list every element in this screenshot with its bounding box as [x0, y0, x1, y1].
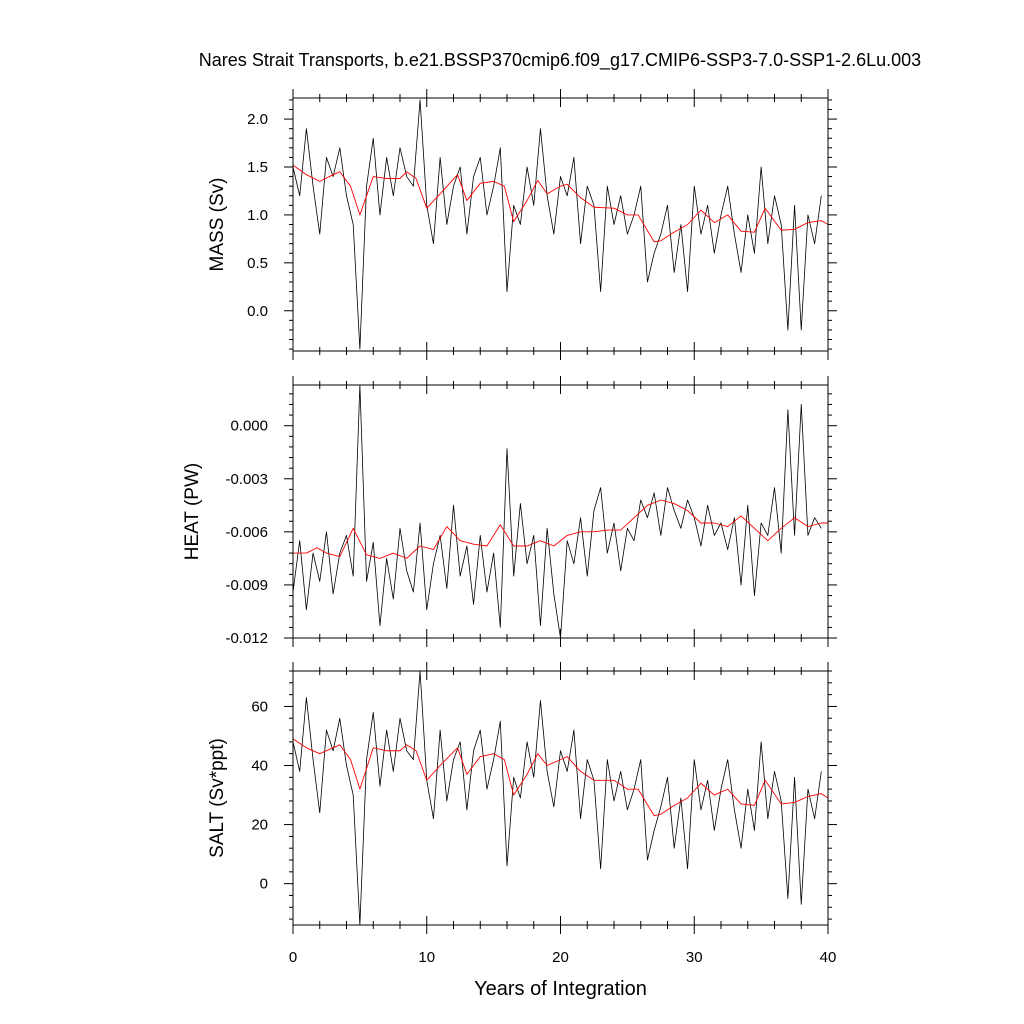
panel-1-ylabel: MASS (Sv) [207, 178, 228, 272]
panel-2-ytick-label: -0.003 [225, 471, 268, 488]
panel-1-ytick-label: 0.0 [247, 303, 268, 320]
panel-3-series-raw-line [292, 670, 822, 926]
panel-1-series-smooth-line [292, 164, 829, 243]
panel-2-series-raw-line [292, 384, 822, 639]
panel-3-series-smooth-line [292, 738, 829, 817]
panel-3-ytick-label: 20 [251, 817, 268, 834]
panel-3-xlabel: Years of Integration [474, 978, 647, 1000]
panel-2-ytick-label: -0.006 [225, 524, 268, 541]
panel-3-xtick-label: 20 [552, 949, 569, 966]
panel-3-ylabel: SALT (Sv*ppt) [207, 738, 228, 858]
panel-2-ylabel: HEAT (PW) [182, 463, 203, 560]
panel-3-xtick-label: 0 [289, 949, 297, 966]
panel-3-ytick-label: 60 [251, 698, 268, 715]
panel-2-ytick-label: -0.009 [225, 577, 268, 594]
panel-1-ytick-label: 2.0 [247, 111, 268, 128]
panel-1-series-raw-line [292, 99, 822, 350]
panel-2-ytick-label: -0.012 [225, 630, 268, 647]
panel-1-ytick-label: 0.5 [247, 255, 268, 272]
panel-3-ytick-label: 0 [260, 876, 268, 893]
panel-3-plot-frame [292, 670, 829, 926]
panel-1-plot-frame [292, 97, 829, 352]
panel-1-ytick-label: 1.5 [247, 159, 268, 176]
panel-2-plot-frame [292, 384, 829, 639]
panel-3-ytick-label: 40 [251, 758, 268, 775]
panel-3-xtick-label: 30 [686, 949, 703, 966]
panel-2-series-smooth-line [293, 499, 828, 559]
panel-3-xtick-label: 40 [820, 949, 837, 966]
panel-1-ytick-label: 1.0 [247, 207, 268, 224]
panel-2-ytick-label: 0.000 [230, 418, 268, 435]
panel-3-xtick-label: 10 [418, 949, 435, 966]
chart-title: Nares Strait Transports, b.e21.BSSP370cm… [199, 50, 921, 71]
